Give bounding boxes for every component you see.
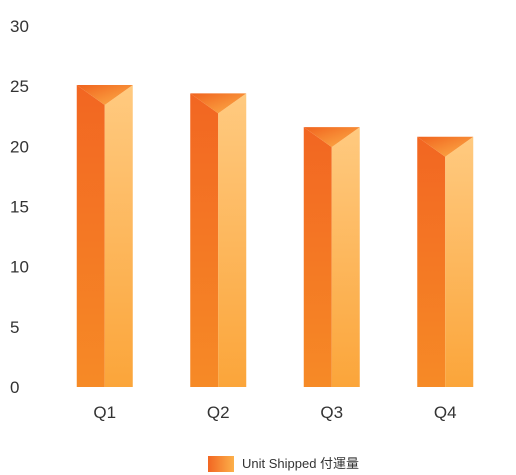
legend-swatch [208,456,234,472]
bar-left-face [303,127,332,387]
bar-left-face [417,136,446,387]
x-tick-label: Q3 [320,403,343,422]
x-axis: Q1 Q2 Q3 Q4 [93,403,456,422]
x-tick-label: Q2 [207,403,230,422]
bar-top-cap [190,93,247,114]
legend-label: Unit Shipped 付運量 [242,456,359,471]
bar-left-face [190,93,219,388]
x-tick-label: Q1 [93,403,116,422]
bar [76,84,133,388]
y-tick-label: 5 [10,318,19,337]
bar-left-face [76,84,105,388]
bar-right-face [445,136,474,387]
bar [190,93,247,388]
y-tick-label: 10 [10,258,29,277]
bar-top-cap [417,136,474,157]
bar-right-face [104,84,133,388]
bar-top-cap [76,84,133,105]
bar-top-cap [303,127,360,148]
y-axis: 0 5 10 15 20 25 30 [10,17,29,397]
legend: Unit Shipped 付運量 [208,456,359,472]
bar-right-face [331,127,360,387]
bar-right-face [218,93,247,388]
y-tick-label: 25 [10,77,29,96]
bar [417,136,474,387]
y-tick-label: 20 [10,137,29,156]
y-tick-label: 15 [10,198,29,217]
y-tick-label: 0 [10,378,19,397]
y-tick-label: 30 [10,17,29,36]
bar-series [76,84,474,388]
x-tick-label: Q4 [434,403,457,422]
bar [303,127,360,387]
